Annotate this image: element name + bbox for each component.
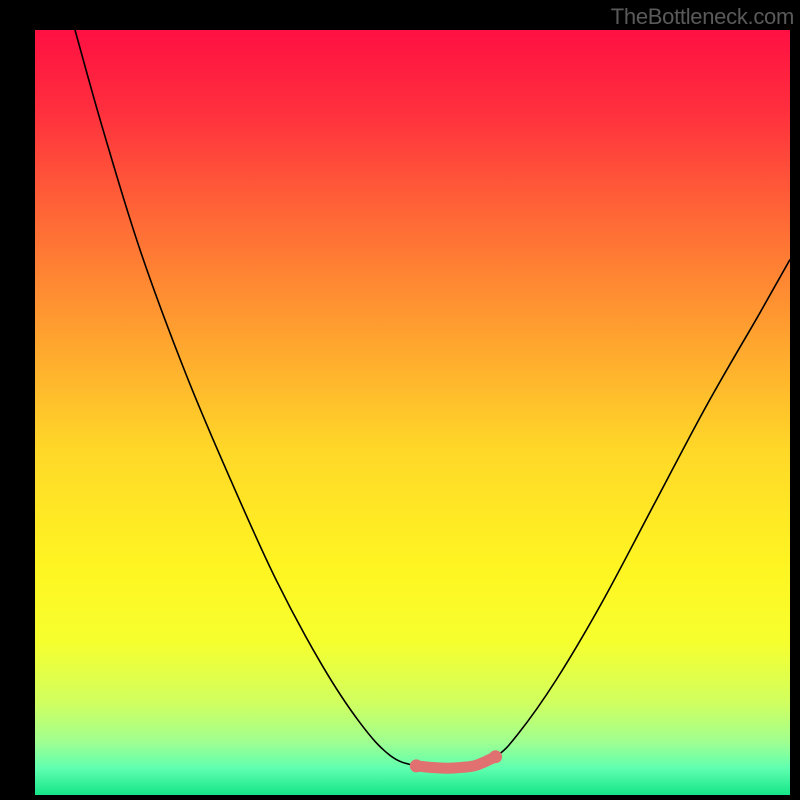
highlight-start-dot bbox=[410, 759, 423, 772]
bottleneck-chart bbox=[0, 0, 800, 800]
watermark-text: TheBottleneck.com bbox=[611, 4, 794, 30]
optimal-range-highlight bbox=[416, 757, 495, 768]
highlight-end-dot bbox=[489, 750, 502, 763]
bottleneck-curve-line bbox=[75, 30, 790, 768]
chart-container: TheBottleneck.com bbox=[0, 0, 800, 800]
